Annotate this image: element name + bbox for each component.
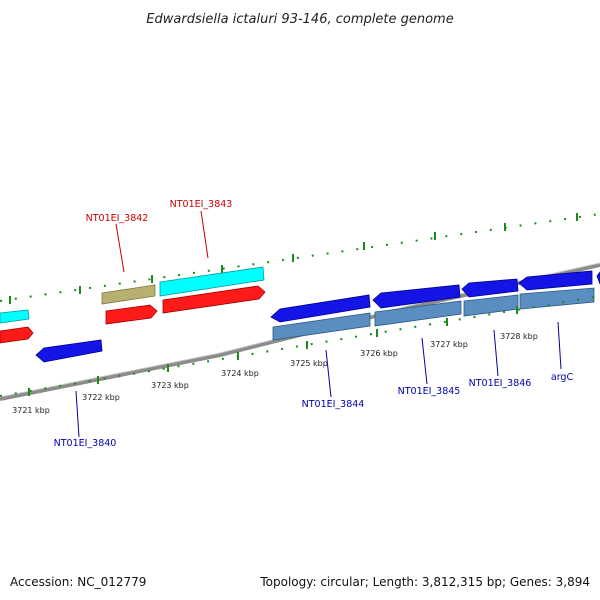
reverse-cds-alt-argc[interactable] [519, 287, 595, 310]
leader-nt01ei-3846 [493, 329, 499, 377]
tick-label-3728: 3728 kbp [500, 332, 538, 341]
reverse-cds-alt-3846[interactable] [463, 294, 519, 317]
reverse-cds-alt-3844[interactable] [272, 312, 371, 341]
forward-cds-red-left[interactable] [0, 326, 34, 344]
leader-argc [557, 321, 562, 370]
tick-label-3722: 3722 kbp [82, 393, 120, 402]
tick-label-3726: 3726 kbp [360, 349, 398, 358]
forward-cds-red-3843[interactable] [162, 285, 266, 314]
forward-cds-nt01ei-3842[interactable] [105, 304, 158, 325]
reverse-cds-nt01ei-3844[interactable] [270, 294, 371, 323]
reverse-cds-edge[interactable] [596, 271, 600, 285]
tick-label-3727: 3727 kbp [430, 340, 468, 349]
gene-label-nt01ei-3843[interactable]: NT01EI_3843 [170, 199, 233, 210]
reverse-cds-nt01ei-3840[interactable] [35, 339, 103, 363]
gene-label-nt01ei-3842[interactable]: NT01EI_3842 [86, 213, 149, 224]
gene-label-nt01ei-3845[interactable]: NT01EI_3845 [398, 386, 461, 397]
tick-label-3723: 3723 kbp [151, 381, 189, 390]
reverse-cds-nt01ei-3845[interactable] [372, 284, 461, 309]
reverse-cds-alt-3845[interactable] [374, 300, 462, 327]
gene-label-nt01ei-3846[interactable]: NT01EI_3846 [469, 378, 532, 389]
label-leaders [75, 210, 562, 438]
topology-text: Topology: circular; Length: 3,812,315 bp… [259, 575, 590, 589]
leader-nt01ei-3842 [115, 223, 125, 273]
leader-nt01ei-3845 [421, 337, 428, 385]
tick-labels: 3721 kbp 3722 kbp 3723 kbp 3724 kbp 3725… [12, 332, 538, 415]
gene-label-argc[interactable]: argC [551, 372, 574, 383]
gene-label-nt01ei-3840[interactable]: NT01EI_3840 [54, 438, 117, 449]
accession-text: Accession: NC_012779 [10, 575, 146, 589]
leader-nt01ei-3843 [200, 210, 209, 259]
forward-tick-track [0, 213, 600, 304]
forward-strand-genes [0, 266, 266, 344]
rna-feature-3842[interactable] [101, 284, 156, 305]
forward-cds-cyan-left[interactable] [0, 309, 30, 324]
gene-labels: NT01EI_3842 NT01EI_3843 NT01EI_3840 NT01… [54, 199, 574, 449]
map-title: Edwardsiella ictaluri 93-146, complete g… [146, 12, 453, 27]
tick-label-3725: 3725 kbp [290, 359, 328, 368]
reverse-cds-nt01ei-3846[interactable] [461, 278, 519, 298]
tick-label-3724: 3724 kbp [221, 369, 259, 378]
leader-nt01ei-3844 [325, 349, 332, 398]
leader-nt01ei-3840 [75, 390, 80, 438]
gene-label-nt01ei-3844[interactable]: NT01EI_3844 [302, 399, 365, 410]
tick-label-3721: 3721 kbp [12, 406, 50, 415]
reverse-strand-genes [35, 270, 600, 363]
reverse-tick-track [0, 295, 600, 397]
reverse-cds-argc[interactable] [518, 270, 593, 291]
forward-cds-nt01ei-3843[interactable] [159, 266, 265, 297]
